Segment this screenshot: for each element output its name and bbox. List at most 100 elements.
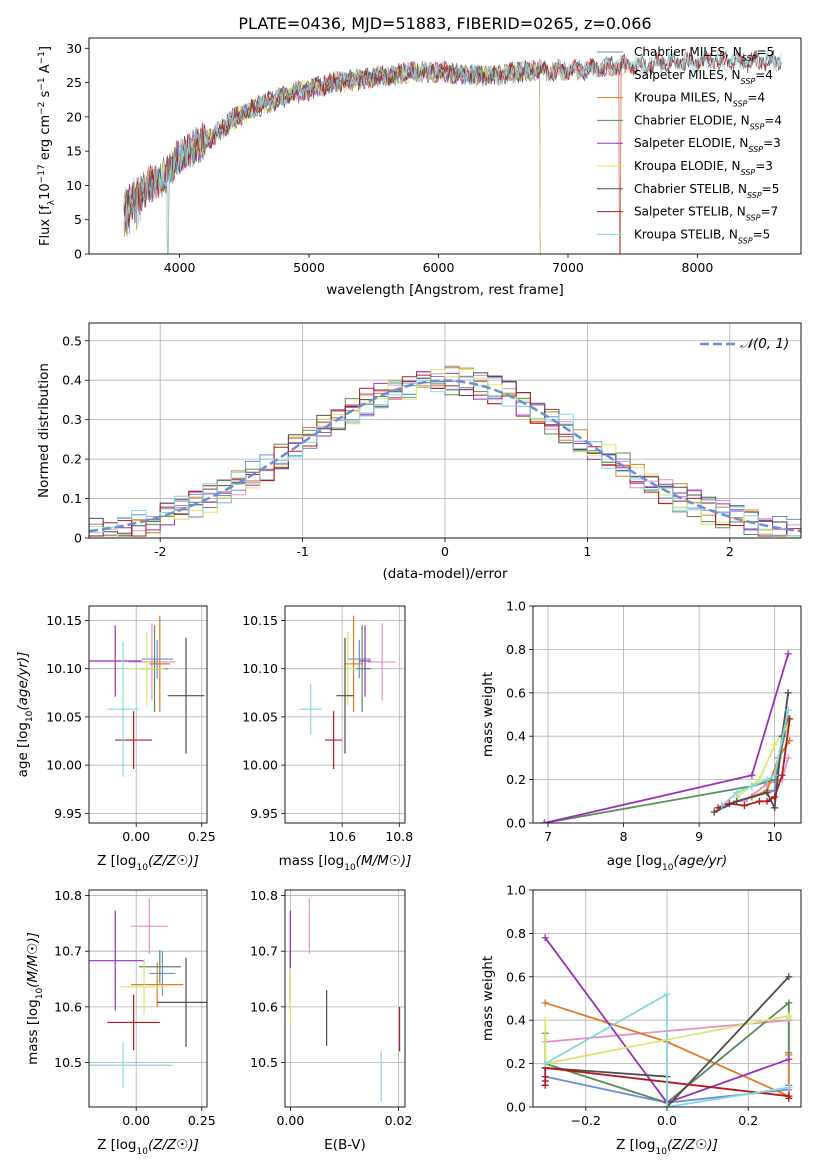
weight-marker	[733, 789, 741, 797]
residuals-chart: -2 -1 0 1 2 0 0.1 0.2 0.3 0.4 0.5 (data-model)/erro…	[36, 322, 802, 582]
axes-frame	[88, 889, 208, 1108]
legend-nssp-eq: =	[760, 205, 770, 219]
weight-marker	[771, 793, 779, 801]
y-tick-label: 10	[66, 178, 82, 193]
weight-marker	[784, 706, 792, 714]
weight-marker	[785, 973, 793, 981]
legend-entry: Kroupa MILES, NSSP=4	[634, 91, 765, 109]
legend-nssp-prefix: , N	[733, 113, 750, 127]
x-tick-label: 0.00	[122, 829, 150, 844]
weight-marker	[784, 650, 792, 658]
y-tick-label: 0.2	[62, 452, 82, 467]
points	[299, 615, 397, 769]
legend-nssp-eq: =	[755, 68, 765, 82]
weight-marker	[541, 1016, 549, 1024]
legend-nssp-sub: SSP	[746, 213, 761, 222]
weight-marker	[541, 1060, 549, 1068]
x-tick-label: 6000	[423, 260, 455, 275]
y-label-part: λ	[47, 199, 57, 205]
legend-nssp-eq: =	[762, 182, 772, 196]
points	[289, 898, 401, 1102]
weight-series-line	[721, 710, 790, 807]
x-tick-label: 0	[441, 544, 449, 559]
spectrum-line-chabrier-stelib	[123, 49, 782, 223]
legend-entry: Chabrier ELODIE, NSSP=4	[634, 113, 782, 130]
weight-marker	[541, 999, 549, 1007]
y-tick-label: 10.10	[46, 661, 82, 676]
weight-marker	[784, 754, 792, 762]
label-part: mass [log	[25, 999, 41, 1065]
legend-series-name: Salpeter MILES	[634, 68, 724, 82]
axes-frame	[284, 889, 406, 1108]
x-tick-label: 0.25	[188, 1113, 216, 1128]
y-tick-label: 0.6	[506, 969, 526, 984]
x-tick-label: 10.6	[328, 829, 356, 844]
legend-nssp-value: 4	[774, 113, 782, 127]
legend-entry: Chabrier MILES, NSSP=5	[634, 45, 774, 63]
y-tick-label: 1.0	[506, 883, 526, 898]
mass-vs-ebv-chart: 0.00 0.02 10.5 10.6 10.7 10.8 E(B-V)	[250, 888, 412, 1153]
y-label-part: A	[38, 64, 53, 77]
legend-entry: Kroupa ELODIE, NSSP=3	[634, 159, 773, 177]
y-tick-label: 0.6	[506, 685, 526, 700]
weight-marker	[718, 802, 726, 810]
legend-nssp-prefix: , N	[716, 91, 733, 105]
weight-marker	[785, 1049, 793, 1057]
legend-nssp-value: 3	[765, 159, 773, 173]
figure-title: PLATE=0436, MJD=51883, FIBERID=0265, z=0…	[238, 14, 651, 33]
label-sub: 10	[136, 863, 148, 873]
legend-nssp-prefix: , N	[732, 136, 749, 150]
label-part: (Z/Z☉)]	[148, 853, 199, 869]
x-tick-label: 10.8	[385, 829, 413, 844]
legend-nssp-sub: SSP	[741, 76, 756, 85]
legend-entry: Chabrier STELIB, NSSP=5	[634, 182, 779, 200]
y-tick-label: 1.0	[506, 599, 526, 614]
x-axis-label: Z [log10(Z/Z☉)]	[97, 1137, 199, 1157]
y-axis-label: Normed distribution	[36, 363, 52, 498]
x-axis-label: age [log10(age/yr)	[607, 853, 728, 873]
weight-marker	[541, 934, 549, 942]
y-tick-label: 9.95	[54, 806, 82, 821]
legend-nssp-value: 3	[773, 136, 781, 150]
spectrum-lines	[123, 49, 782, 254]
y-tick-label: 9.95	[250, 806, 278, 821]
x-tick-label: 1	[583, 544, 591, 559]
y-label-part: erg cm	[38, 115, 53, 164]
x-tick-label: 7000	[552, 260, 584, 275]
label-part: (M/M☉)]	[356, 853, 412, 869]
x-axis-label: wavelength [Angstrom, rest frame]	[326, 282, 564, 298]
y-tick-label: 5	[74, 212, 82, 227]
points	[89, 615, 205, 777]
legend-entry: Salpeter MILES, NSSP=4	[634, 68, 773, 86]
y-tick-label: 0	[74, 531, 82, 546]
x-axis-label: mass [log10(M/M☉)]	[279, 853, 412, 873]
y-tick-label: 10.5	[250, 1055, 278, 1070]
x-tick-label: 5000	[293, 260, 325, 275]
label-part: age [log	[607, 853, 662, 869]
legend-series-name: Chabrier MILES	[634, 45, 725, 59]
y-tick-label: 10.15	[46, 613, 82, 628]
weight-vs-Z-chart: −0.2 0.0 0.2 0.0 0.2 0.4 0.6 0.8 1.0 Z [log10(Z/Z…	[480, 883, 802, 1157]
x-tick-label: 0.2	[738, 1113, 758, 1128]
weight-marker	[784, 689, 792, 697]
y-axis-label: mass weight	[480, 672, 496, 757]
y-tick-label: 15	[66, 144, 82, 159]
legend-nssp-sub: SSP	[748, 145, 763, 154]
weight-marker	[778, 771, 786, 779]
label-part: Z [log	[616, 1137, 655, 1153]
legend-series-name: Kroupa MILES	[634, 91, 716, 105]
y-tick-label: 20	[66, 109, 82, 124]
weight-marker	[785, 999, 793, 1007]
weight-series-line	[544, 992, 789, 1107]
x-tick-label: 4000	[164, 260, 196, 275]
weight-marker	[663, 990, 671, 998]
legend-nssp-eq: =	[753, 227, 763, 241]
x-axis-label: E(B-V)	[324, 1137, 366, 1153]
weight-series-line	[544, 718, 790, 823]
legend-nssp-prefix: , N	[721, 227, 738, 241]
weight-marker	[771, 804, 779, 812]
y-tick-label: 0.2	[506, 772, 526, 787]
x-axis-label: (data-model)/error	[382, 566, 508, 582]
axes-frame	[284, 605, 406, 824]
